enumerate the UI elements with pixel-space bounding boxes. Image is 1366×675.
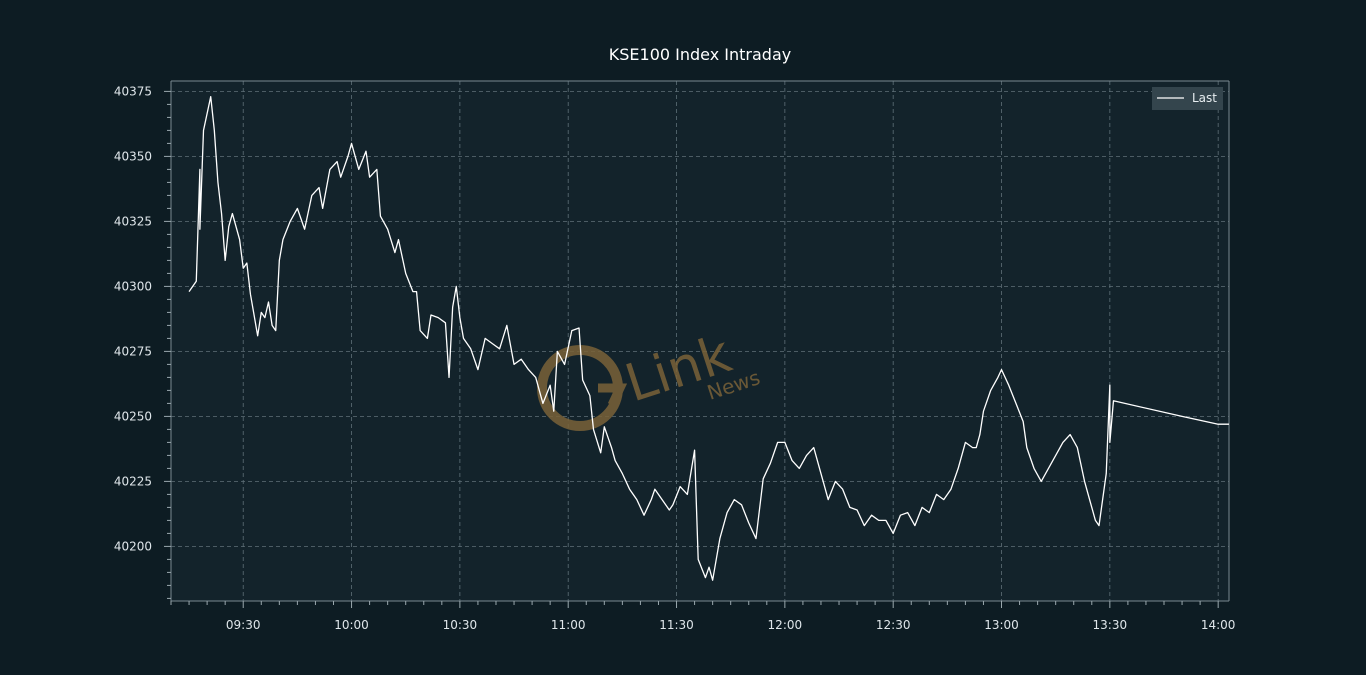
x-tick-label: 12:00 <box>768 618 803 632</box>
axes <box>170 80 1230 602</box>
y-tick-label: 40300 <box>114 279 152 293</box>
y-tick-label: 40250 <box>114 409 152 423</box>
x-tick-label: 11:30 <box>659 618 694 632</box>
x-tick-label: 10:30 <box>443 618 478 632</box>
plot-area <box>171 81 1229 601</box>
x-tick-label: 09:30 <box>226 618 261 632</box>
y-tick-label: 40275 <box>114 344 152 358</box>
x-tick-label: 13:00 <box>984 618 1019 632</box>
watermark-logo-g <box>598 383 628 407</box>
legend: Last <box>1152 87 1223 110</box>
y-tick-label: 40200 <box>114 539 152 553</box>
ticks: 40200 40225 40250 40275 40300 40325 40350 40375… <box>114 84 1236 632</box>
grid <box>171 81 1229 601</box>
x-tick-label: 11:00 <box>551 618 586 632</box>
y-tick-label: 40325 <box>114 214 152 228</box>
y-tick-label: 40350 <box>114 149 152 163</box>
series-line-last <box>188 95 1229 581</box>
x-tick-label: 14:00 <box>1201 618 1236 632</box>
series <box>188 95 1229 581</box>
y-tick-label: 40225 <box>114 474 152 488</box>
chart-title: KSE100 Index Intraday <box>609 45 791 64</box>
x-tick-label: 12:30 <box>876 618 911 632</box>
legend-label: Last <box>1192 91 1217 105</box>
x-tick-label: 10:00 <box>334 618 369 632</box>
y-tick-label: 40375 <box>114 84 152 98</box>
legend-box <box>1152 87 1223 110</box>
x-tick-label: 13:30 <box>1093 618 1128 632</box>
